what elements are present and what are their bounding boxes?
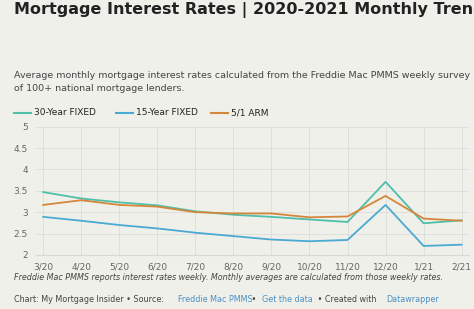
Text: Average monthly mortgage interest rates calculated from the Freddie Mac PMMS wee: Average monthly mortgage interest rates … xyxy=(14,71,470,93)
Text: Freddie Mac PMMS: Freddie Mac PMMS xyxy=(178,295,253,304)
Text: Mortgage Interest Rates | 2020-2021 Monthly Trends: Mortgage Interest Rates | 2020-2021 Mont… xyxy=(14,2,474,18)
Text: 30-Year FIXED: 30-Year FIXED xyxy=(34,108,96,117)
Text: Get the data: Get the data xyxy=(262,295,313,304)
Text: Chart: My Mortgage Insider • Source:: Chart: My Mortgage Insider • Source: xyxy=(14,295,167,304)
Text: Freddie Mac PMMS reports interest rates weekly. Monthly averages are calculated : Freddie Mac PMMS reports interest rates … xyxy=(14,273,443,282)
Text: 5/1 ARM: 5/1 ARM xyxy=(231,108,268,117)
Text: •: • xyxy=(249,295,259,304)
Text: Datawrapper: Datawrapper xyxy=(386,295,439,304)
Text: 15-Year FIXED: 15-Year FIXED xyxy=(136,108,198,117)
Text: • Created with: • Created with xyxy=(316,295,379,304)
